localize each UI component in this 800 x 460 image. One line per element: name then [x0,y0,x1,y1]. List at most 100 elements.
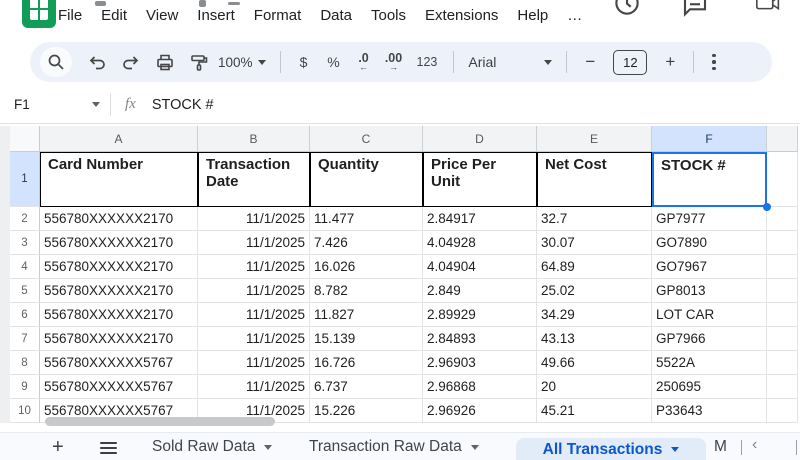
cell[interactable]: 2.96926 [423,399,537,423]
column-header-B[interactable]: B [198,126,310,152]
increase-font-size-button[interactable]: + [665,52,676,71]
cell[interactable]: 2.96903 [423,351,537,375]
cell[interactable]: 45.21 [537,399,652,423]
cell[interactable]: 11/1/2025 [198,207,310,231]
search-icon[interactable] [40,47,72,77]
cell[interactable]: 49.66 [537,351,652,375]
cell[interactable]: 556780XXXXXX2170 [40,207,198,231]
decrease-decimal-button[interactable]: .0 ← [358,50,369,72]
format-currency-button[interactable]: $ [299,54,308,70]
name-box[interactable]: F1 [14,97,100,112]
cell[interactable]: 11/1/2025 [198,279,310,303]
row-header-5[interactable]: 5 [10,279,40,303]
menu-item-more[interactable]: … [567,7,583,24]
row-header-8[interactable]: 8 [10,351,40,375]
number-format-button[interactable]: 123 [416,55,438,69]
cell[interactable]: P33643 [652,399,767,423]
cell[interactable]: 30.07 [537,231,652,255]
column-header-D[interactable]: D [423,126,537,152]
cell[interactable] [767,303,798,327]
cell[interactable]: Price Per Unit [423,152,537,207]
cell[interactable]: 7.426 [310,231,423,255]
selected-cell-F1[interactable]: STOCK # [652,152,767,207]
column-header-A[interactable]: A [40,126,198,152]
cell[interactable]: 11.477 [310,207,423,231]
row-header-7[interactable]: 7 [10,327,40,351]
decrease-font-size-button[interactable]: − [585,52,596,71]
cell[interactable]: 11/1/2025 [198,231,310,255]
cell[interactable]: Quantity [310,152,423,207]
paint-format-icon[interactable] [184,46,214,78]
cell[interactable]: 4.04904 [423,255,537,279]
redo-icon[interactable] [116,46,146,78]
cell[interactable]: 6.737 [310,375,423,399]
cell[interactable]: 2.84917 [423,207,537,231]
row-header-6[interactable]: 6 [10,303,40,327]
row-header-10[interactable]: 10 [10,399,40,423]
sheets-logo-icon[interactable] [22,0,56,28]
add-sheet-button[interactable]: + [52,435,64,458]
menu-item-extensions[interactable]: Extensions [425,7,499,24]
font-family-select[interactable]: Arial [462,54,558,70]
cell[interactable]: Transaction Date [198,152,310,207]
cell[interactable]: 8.782 [310,279,423,303]
cell[interactable]: 11.827 [310,303,423,327]
sheet-tab-all-transactions[interactable]: All Transactions [516,438,706,460]
cell[interactable] [767,231,798,255]
menu-item-file[interactable]: File [58,7,83,24]
menu-item-help[interactable]: Help [517,7,549,24]
column-header-F[interactable]: F [652,126,767,152]
cell[interactable]: 556780XXXXXX2170 [40,303,198,327]
menu-item-view[interactable]: View [146,7,179,24]
column-header-C[interactable]: C [310,126,423,152]
cell[interactable] [767,399,798,423]
cell[interactable]: 2.89929 [423,303,537,327]
cell[interactable]: 556780XXXXXX2170 [40,255,198,279]
cell[interactable]: 2.96868 [423,375,537,399]
select-all-corner[interactable] [10,126,40,152]
format-percent-button[interactable]: % [327,54,340,70]
print-icon[interactable] [150,46,180,78]
sheet-tab-sold-raw-data[interactable]: Sold Raw Data [146,433,278,460]
menu-item-insert[interactable]: Insert [197,7,235,24]
cell[interactable]: 556780XXXXXX5767 [40,351,198,375]
cell[interactable]: 11/1/2025 [198,375,310,399]
formula-input[interactable]: STOCK # [151,96,214,113]
cell[interactable]: GP7977 [652,207,767,231]
cell[interactable]: 43.13 [537,327,652,351]
cell[interactable]: 11/1/2025 [198,303,310,327]
cell[interactable]: 20 [537,375,652,399]
row-header-9[interactable]: 9 [10,375,40,399]
meet-video-icon[interactable] [754,0,794,18]
cell[interactable]: 2.84893 [423,327,537,351]
cell[interactable]: 2.849 [423,279,537,303]
fill-handle[interactable] [763,203,771,211]
horizontal-scrollbar[interactable] [45,417,275,426]
cell[interactable]: 34.29 [537,303,652,327]
row-header-4[interactable]: 4 [10,255,40,279]
cell[interactable]: 15.226 [310,399,423,423]
cell[interactable] [767,207,798,231]
undo-icon[interactable] [82,46,112,78]
row-header-2[interactable]: 2 [10,207,40,231]
menu-item-format[interactable]: Format [253,7,302,24]
menu-item-tools[interactable]: Tools [371,7,407,24]
cell[interactable]: GP8013 [652,279,767,303]
cell[interactable]: 11/1/2025 [198,327,310,351]
cell[interactable]: GP7966 [652,327,767,351]
sheet-tab-transaction-raw-data[interactable]: Transaction Raw Data [303,433,485,460]
cell[interactable]: 25.02 [537,279,652,303]
comment-icon[interactable] [680,0,710,18]
font-size-input[interactable]: 12 [613,49,648,75]
sheet-tab-m[interactable]: M [714,438,727,455]
row-header-3[interactable]: 3 [10,231,40,255]
cell[interactable]: 11/1/2025 [198,255,310,279]
menu-item-edit[interactable]: Edit [101,7,128,24]
scroll-tabs-left-icon[interactable]: ‹ [752,436,758,453]
cell[interactable]: 11/1/2025 [198,351,310,375]
cell[interactable]: GO7967 [652,255,767,279]
zoom-control[interactable]: 100% [218,55,266,70]
cell[interactable]: LOT CAR [652,303,767,327]
cell[interactable]: 16.026 [310,255,423,279]
cell[interactable]: 5522A [652,351,767,375]
